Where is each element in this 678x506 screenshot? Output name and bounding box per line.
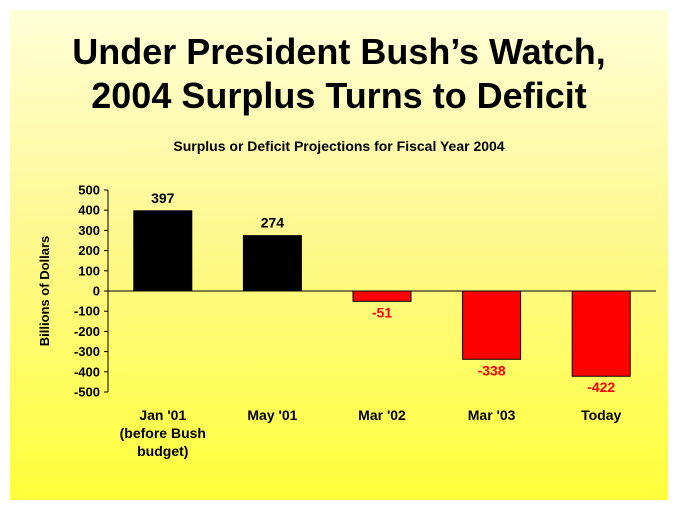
bar bbox=[571, 290, 631, 377]
title-line-1: Under President Bush’s Watch, bbox=[72, 31, 606, 72]
y-tick-label: 0 bbox=[93, 284, 100, 299]
y-tick-label: 300 bbox=[78, 223, 100, 238]
data-label: 274 bbox=[261, 215, 285, 231]
slide-background bbox=[10, 10, 668, 500]
x-tick-label: Today bbox=[581, 407, 621, 423]
y-axis-ticks: 500 400 300 200 100 0 -100 -200 -300 -400 -500 bbox=[74, 183, 108, 400]
x-tick-label: Mar '03 bbox=[468, 407, 516, 423]
y-tick-label: 400 bbox=[78, 203, 100, 218]
y-tick-label: -300 bbox=[74, 344, 100, 359]
y-tick-label: 500 bbox=[78, 183, 100, 198]
bar bbox=[242, 235, 302, 292]
x-axis-labels: Jan '01 (before Bush budget) May '01 Mar '02… bbox=[120, 407, 622, 459]
y-tick-label: -100 bbox=[74, 304, 100, 319]
y-tick-label: -200 bbox=[74, 324, 100, 339]
data-label: 397 bbox=[151, 190, 175, 206]
chart-title: Surplus or Deficit Projections for Fisca… bbox=[173, 138, 505, 154]
y-axis-label: Billions of Dollars bbox=[37, 236, 52, 347]
data-labels: 397 274 -51 -338 -422 bbox=[151, 190, 615, 395]
y-tick-label: 200 bbox=[78, 243, 100, 258]
y-tick-label: -500 bbox=[74, 385, 100, 400]
x-tick-label: Mar '02 bbox=[358, 407, 406, 423]
bar bbox=[352, 290, 412, 302]
slide-title: Under President Bush’s Watch, 2004 Surpl… bbox=[0, 30, 678, 118]
bar bbox=[133, 210, 193, 292]
data-label: -422 bbox=[587, 379, 615, 395]
bars bbox=[133, 210, 631, 377]
x-tick-label: Jan '01 (before Bush budget) bbox=[120, 407, 206, 459]
y-tick-label: 100 bbox=[78, 263, 100, 278]
y-tick-label: -400 bbox=[74, 364, 100, 379]
data-label: -51 bbox=[372, 304, 392, 320]
x-tick-label: May '01 bbox=[247, 407, 297, 423]
title-line-2: 2004 Surplus Turns to Deficit bbox=[91, 75, 587, 116]
data-label: -338 bbox=[478, 362, 506, 378]
bar bbox=[462, 290, 522, 360]
